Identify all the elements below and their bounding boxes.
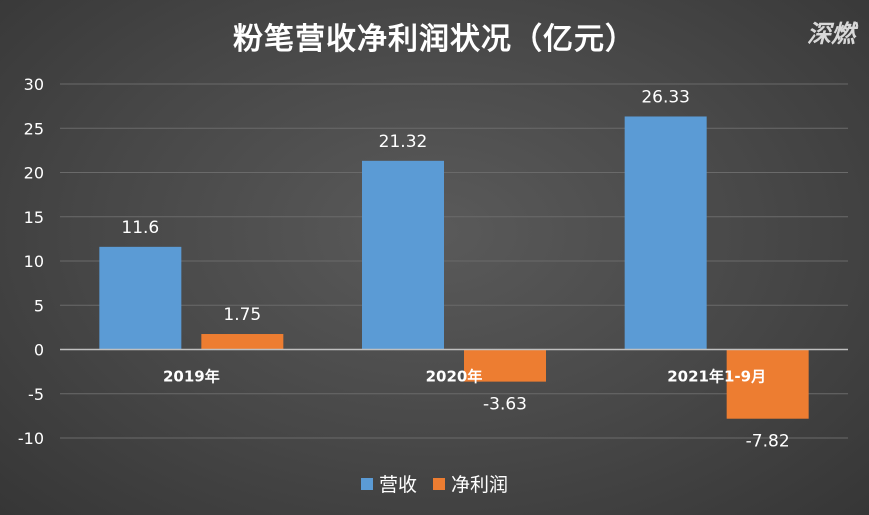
y-tick-label: 15 [24,208,44,227]
y-tick-label: 5 [34,296,44,315]
data-label: 21.32 [379,132,428,152]
data-label: -3.63 [483,395,527,415]
chart-title: 粉笔营收净利润状况（亿元） [233,22,636,57]
x-category-label: 2021年1-9月 [667,368,766,386]
watermark-logo: 深燃 [807,20,855,48]
profit-bar [201,334,284,350]
x-category-label: 2019年 [163,368,220,386]
y-tick-label: 20 [24,164,44,183]
data-label: 11.6 [121,218,159,238]
revenue-bar [624,116,707,350]
revenue-bar [99,246,182,350]
y-tick-label: 0 [34,341,44,360]
legend: 营收 净利润 [0,470,869,497]
y-tick-label: -5 [28,385,44,404]
y-tick-label: 25 [24,119,44,138]
legend-swatch-revenue [360,477,373,490]
revenue-bar [362,160,444,350]
legend-label-profit: 净利润 [451,474,509,496]
legend-item-profit: 净利润 [433,470,508,497]
profit-bar [464,349,546,382]
x-category-label: 2020年 [426,368,483,386]
data-label: 26.33 [641,87,690,107]
profit-bar [726,349,809,419]
y-tick-label: 10 [24,252,44,271]
data-label: 1.75 [223,305,261,325]
legend-item-revenue: 营收 [360,470,417,497]
y-tick-label: -10 [18,429,44,448]
legend-swatch-profit [433,477,445,490]
y-tick-label: 30 [24,75,44,94]
data-label: -7.82 [746,432,790,452]
legend-label-revenue: 营收 [378,474,417,496]
